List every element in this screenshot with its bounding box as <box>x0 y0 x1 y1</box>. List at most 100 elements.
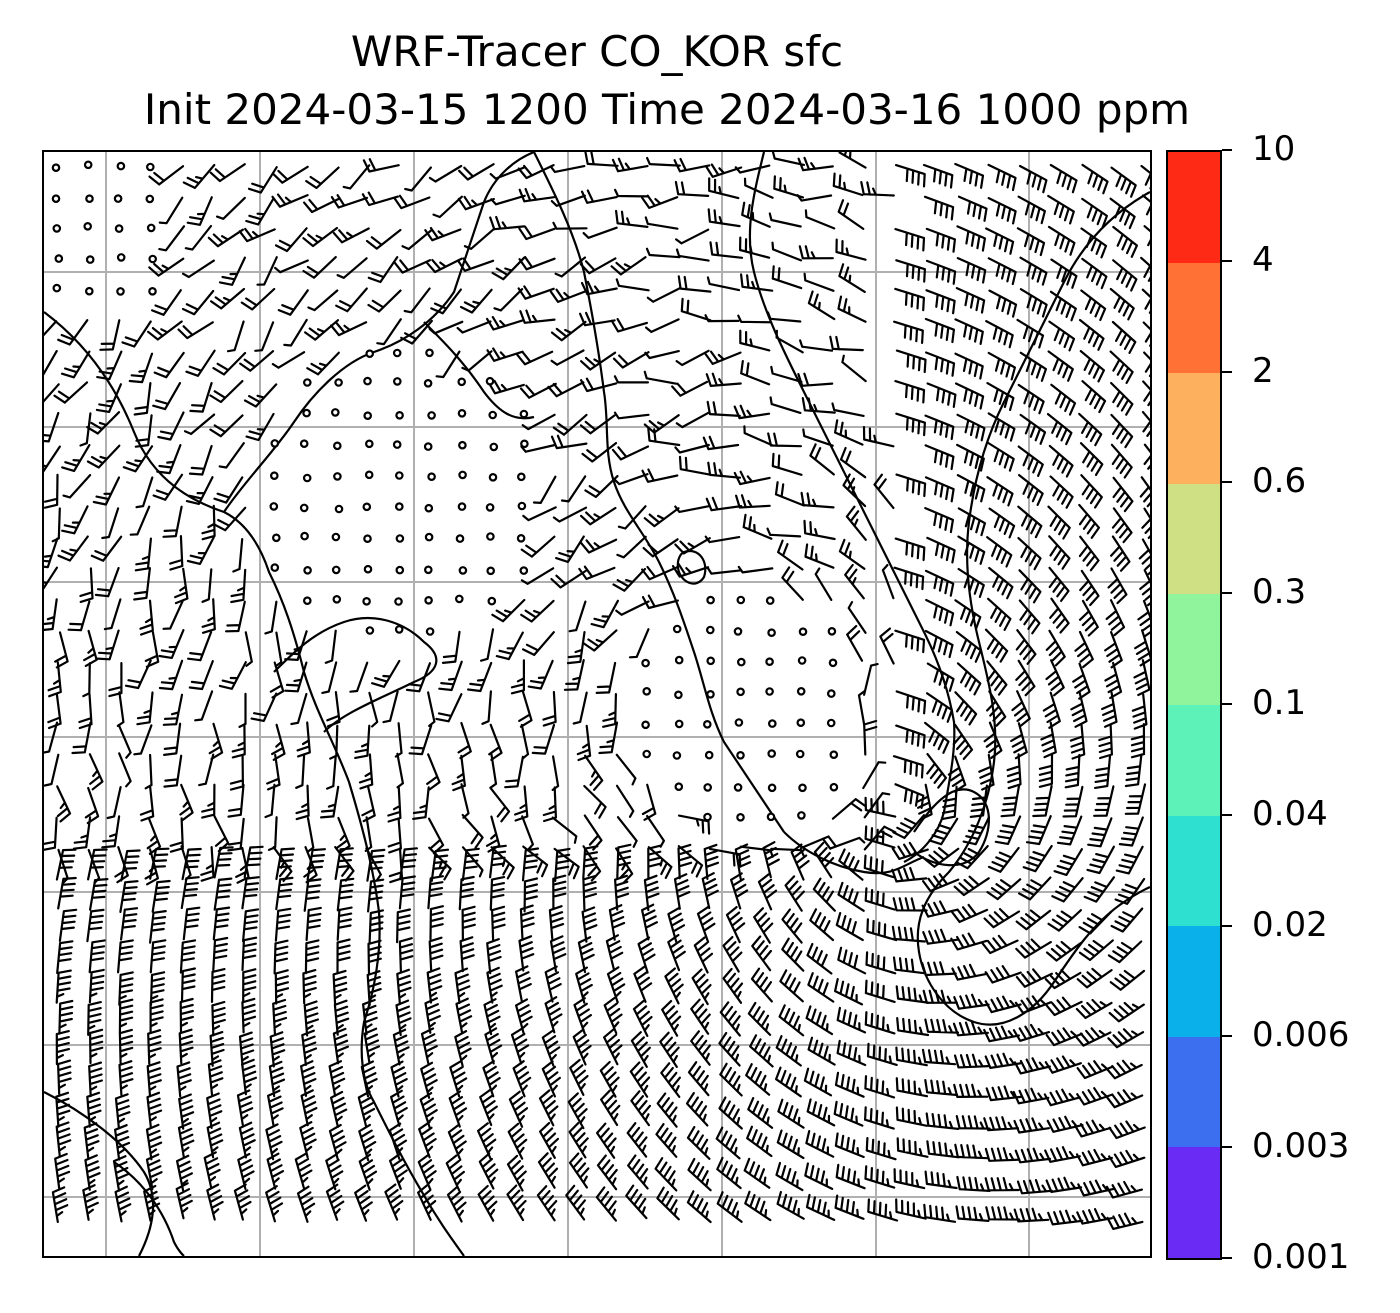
wind-barb <box>1079 442 1104 476</box>
coastline-island <box>676 549 707 585</box>
wind-barb <box>79 567 94 603</box>
wind-barb <box>296 1185 316 1223</box>
wind-barb <box>925 289 956 315</box>
wind-barb <box>616 535 647 559</box>
wind-barb <box>187 631 213 662</box>
wind-barb <box>390 1060 408 1098</box>
wind-barb <box>333 999 350 1036</box>
wind-barb <box>625 1184 648 1220</box>
wind-barb <box>457 721 472 760</box>
wind-barb <box>696 905 716 944</box>
calm-circle <box>485 376 495 386</box>
wind-barb <box>238 227 276 243</box>
wind-barb <box>582 629 618 652</box>
wind-barb <box>328 1123 347 1162</box>
wind-barb <box>921 961 957 977</box>
wind-barb <box>158 196 184 225</box>
wind-barb <box>741 201 771 228</box>
wind-barb <box>776 1190 805 1220</box>
wind-barb <box>611 445 650 461</box>
wind-barb <box>1048 535 1071 570</box>
wind-barb <box>630 1090 651 1127</box>
wind-barb <box>209 414 244 438</box>
wind-barb <box>749 1034 774 1068</box>
wind-barb <box>268 1060 286 1098</box>
wind-barb <box>139 785 155 822</box>
wind-barb <box>149 910 167 944</box>
wind-barb <box>864 1165 896 1189</box>
wind-barb <box>647 427 681 447</box>
wind-barb <box>393 194 431 210</box>
wind-barb <box>1111 507 1133 544</box>
wind-barb <box>796 194 833 202</box>
wind-barb <box>799 835 837 850</box>
wind-barb <box>387 786 402 823</box>
wind-barb <box>800 491 835 509</box>
wind-barb <box>44 598 58 632</box>
wind-barb <box>1016 1179 1053 1195</box>
wind-barb <box>238 692 247 728</box>
wind-barb <box>233 1183 252 1221</box>
wind-barb <box>229 755 244 791</box>
wind-barb <box>181 259 215 279</box>
wind-barb <box>1015 968 1053 988</box>
calm-circle <box>85 255 95 264</box>
wind-barb <box>1110 381 1134 416</box>
wind-barb <box>718 1031 741 1067</box>
wind-barb <box>86 411 121 435</box>
wind-barb <box>213 815 230 853</box>
wind-barb <box>985 320 1014 349</box>
wind-barb <box>612 567 647 592</box>
wind-barb <box>986 536 1013 568</box>
wind-barb <box>425 257 463 274</box>
wind-barb <box>86 1091 102 1128</box>
wind-barb <box>232 538 244 573</box>
calm-circle <box>672 624 682 634</box>
wind-barb <box>1015 659 1036 697</box>
wind-barb <box>1010 722 1028 760</box>
wind-barb <box>243 845 264 879</box>
wind-barb <box>432 195 463 219</box>
wind-barb <box>180 876 200 910</box>
wind-barb <box>784 875 805 912</box>
wind-barb <box>645 318 680 333</box>
wind-barb <box>770 365 803 383</box>
wind-barb <box>398 937 414 973</box>
wind-barb <box>969 784 988 818</box>
wind-barb <box>1045 1027 1083 1047</box>
wind-barb <box>332 1027 349 1065</box>
wind-barb <box>183 413 216 435</box>
wind-barb <box>985 1206 1021 1221</box>
calm-circle <box>52 283 62 293</box>
wind-barb <box>831 798 867 820</box>
wind-barb <box>325 1183 345 1221</box>
wind-barb <box>573 997 592 1035</box>
calm-circle <box>425 348 434 358</box>
colorbar-tick-label: 0.3 <box>1252 572 1307 613</box>
wind-barb <box>57 319 89 346</box>
wind-barb <box>716 1156 742 1190</box>
wind-barb <box>101 815 121 849</box>
wind-barb <box>988 289 1018 318</box>
wind-barb <box>804 209 836 230</box>
wind-barb <box>424 997 441 1034</box>
wind-barb <box>757 873 778 911</box>
wind-barb <box>837 199 865 230</box>
wind-barb <box>358 1123 377 1162</box>
calm-circle <box>796 686 806 696</box>
wind-barb <box>892 897 928 912</box>
wind-barb <box>955 845 989 870</box>
wind-barb <box>477 1184 498 1222</box>
wind-barb <box>895 690 927 715</box>
wind-barb <box>120 907 139 941</box>
wind-barb <box>1045 1176 1083 1193</box>
calm-circle <box>423 565 433 575</box>
wind-barb <box>1017 195 1046 225</box>
wind-barb <box>836 1039 867 1067</box>
wind-barb <box>273 939 289 975</box>
wind-barb <box>701 872 719 910</box>
wind-barb <box>336 938 351 974</box>
wind-barb <box>693 936 714 974</box>
wind-barb <box>146 1061 162 1098</box>
wind-barb <box>404 166 432 192</box>
